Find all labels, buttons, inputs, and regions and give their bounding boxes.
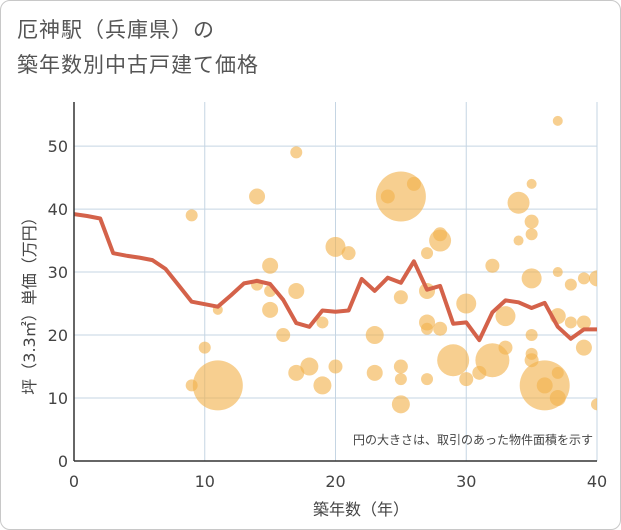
data-bubble — [290, 146, 303, 159]
data-bubble — [459, 372, 474, 387]
bubble-size-note: 円の大きさは、取引のあった物件面積を示す — [353, 432, 593, 447]
data-bubble — [421, 247, 434, 260]
data-bubble — [549, 390, 566, 407]
data-bubble — [393, 290, 408, 305]
data-bubble — [262, 301, 279, 318]
x-tick-label: 30 — [456, 472, 476, 491]
y-tick-label: 40 — [48, 200, 68, 219]
data-bubble — [288, 364, 305, 381]
data-bubble — [288, 282, 305, 299]
x-tick-label: 20 — [325, 472, 345, 491]
y-tick-label: 10 — [48, 389, 68, 408]
data-bubble — [276, 328, 291, 343]
data-bubble — [421, 322, 434, 335]
data-bubble — [328, 359, 343, 374]
data-bubble — [498, 340, 513, 355]
average-price-line — [74, 212, 597, 343]
data-bubble — [591, 398, 597, 411]
data-bubble — [313, 376, 332, 395]
data-bubble — [192, 360, 243, 411]
data-bubble — [575, 339, 592, 356]
data-bubble — [198, 341, 211, 354]
data-bubble — [552, 115, 563, 126]
data-bubble — [524, 214, 539, 229]
x-tick-label: 10 — [195, 472, 215, 491]
y-tick-label: 0 — [58, 452, 68, 471]
x-tick-label: 0 — [69, 472, 79, 491]
data-bubble — [513, 235, 524, 246]
data-bubble — [507, 191, 530, 214]
data-bubble — [429, 229, 452, 252]
data-bubble — [576, 315, 591, 330]
data-bubble — [262, 257, 279, 274]
data-bubble — [325, 236, 346, 257]
data-bubble — [185, 209, 198, 222]
data-bubble — [485, 258, 500, 273]
data-bubble — [437, 344, 470, 377]
data-bubble — [300, 357, 319, 376]
data-bubble — [366, 364, 383, 381]
data-bubble — [391, 395, 410, 414]
data-bubble — [551, 366, 564, 379]
chart-title-line2: 築年数別中古戸建て価格 — [17, 53, 259, 77]
data-bubble — [495, 306, 516, 327]
data-bubble — [589, 270, 597, 287]
data-bubble — [577, 272, 590, 285]
axes — [73, 102, 597, 462]
data-bubble — [394, 373, 407, 386]
y-tick-label: 30 — [48, 263, 68, 282]
grid-lines — [74, 102, 598, 461]
x-axis-title: 築年数（年） — [313, 500, 409, 519]
data-bubble — [249, 188, 266, 205]
data-bubble — [341, 246, 356, 261]
data-bubble — [521, 268, 542, 289]
data-bubble — [525, 228, 538, 241]
data-bubble — [564, 278, 577, 291]
data-bubble — [406, 176, 421, 191]
data-bubble — [525, 329, 538, 342]
y-axis-title: 坪（3.3㎡）単価（万円） — [20, 209, 39, 394]
chart-title: 厄神駅（兵庫県）の 築年数別中古戸建て価格 — [17, 13, 259, 83]
y-tick-label: 50 — [48, 137, 68, 156]
average-line-series — [74, 212, 597, 343]
data-bubble — [456, 293, 477, 314]
chart-title-line1: 厄神駅（兵庫県）の — [17, 18, 215, 42]
data-bubble — [536, 377, 553, 394]
x-tick-label: 40 — [587, 472, 607, 491]
data-bubble — [552, 267, 563, 278]
data-bubble — [526, 178, 537, 189]
y-tick-label: 20 — [48, 326, 68, 345]
data-bubble — [433, 321, 448, 336]
data-bubble — [393, 359, 408, 374]
tick-labels: 0 10 20 30 40 0 10 20 30 40 50 — [48, 137, 608, 491]
data-bubble — [316, 316, 329, 329]
bubble-series — [185, 115, 597, 414]
data-bubble — [365, 326, 384, 345]
data-bubble — [564, 316, 577, 329]
data-bubble — [421, 373, 434, 386]
